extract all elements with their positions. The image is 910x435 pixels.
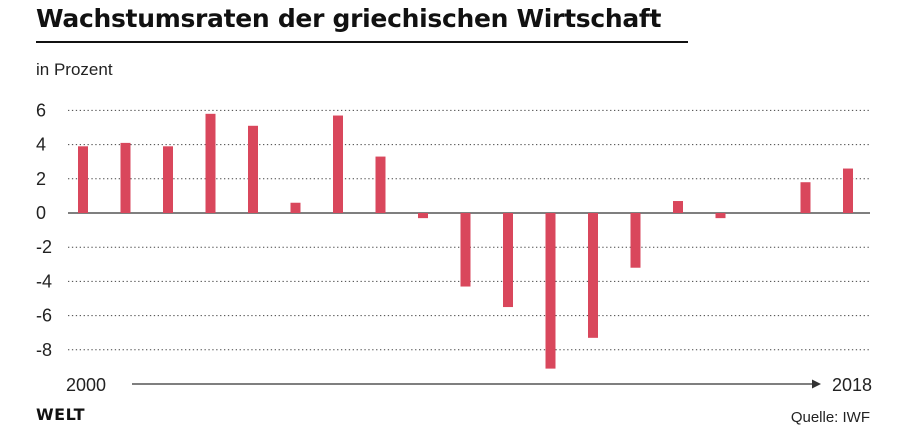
bar-2018	[843, 168, 853, 213]
bar-2009	[460, 213, 471, 287]
y-tick-label: -4	[36, 271, 52, 291]
y-tick-label: 4	[36, 135, 46, 155]
y-tick-label: 0	[36, 203, 46, 223]
bar-2002	[163, 146, 173, 213]
bar-2010	[503, 213, 513, 308]
bar-2014	[673, 201, 683, 213]
x-axis: 2000 2018	[66, 375, 872, 395]
brand-logo: WELT	[36, 405, 86, 424]
bar-2007	[375, 156, 386, 213]
bar-2001	[120, 142, 131, 213]
x-axis-arrowhead	[812, 379, 821, 389]
bar-2005	[290, 202, 301, 213]
source-note: Quelle: IWF	[790, 409, 870, 426]
bar-2004	[248, 125, 258, 213]
bar-2013	[630, 213, 641, 268]
y-axis-ticks: 6 4 2 0 -2 -4 -6 -8	[36, 100, 52, 359]
bar-2008	[418, 213, 428, 219]
y-tick-label: -8	[36, 340, 52, 360]
bar-2006	[333, 115, 343, 213]
bar-2000	[78, 146, 88, 213]
y-tick-label: 2	[36, 169, 46, 189]
x-end-label: 2018	[832, 375, 872, 395]
chart-title: Wachstumsraten der griechischen Wirtscha…	[36, 4, 662, 33]
x-start-label: 2000	[66, 375, 106, 395]
unit-label: in Prozent	[36, 60, 113, 79]
y-tick-label: -2	[36, 237, 52, 257]
bar-2011	[545, 213, 556, 369]
bar-2003	[205, 113, 216, 213]
bars	[78, 113, 853, 369]
bar-2017	[800, 182, 811, 213]
y-tick-label: -6	[36, 306, 52, 326]
title-underline	[36, 41, 688, 43]
bar-2015	[715, 213, 726, 219]
bar-2012	[588, 213, 598, 338]
y-tick-label: 6	[36, 100, 46, 120]
